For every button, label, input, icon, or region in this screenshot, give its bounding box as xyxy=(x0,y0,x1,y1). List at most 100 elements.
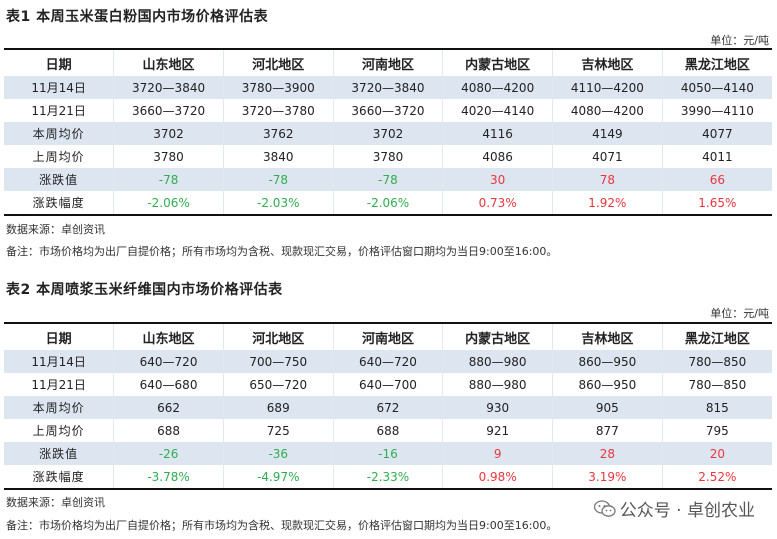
change-cell: 28 xyxy=(552,442,663,465)
price-cell: 3720—3840 xyxy=(333,76,444,99)
price-cell: 860—950 xyxy=(552,373,663,396)
table1-header-cell: 吉林地区 xyxy=(552,50,663,76)
price-cell: 3660—3720 xyxy=(333,99,444,122)
change-pct-cell: 3.19% xyxy=(552,465,663,488)
price-cell: 640—720 xyxy=(113,350,224,373)
table-row: 涨跌值 -78 -78 -78 30 78 66 xyxy=(4,168,772,191)
price-cell: 921 xyxy=(442,419,554,442)
table-row: 11月14日 640—720 700—750 640—720 880—980 8… xyxy=(4,350,772,373)
change-pct-cell: -3.78% xyxy=(113,465,224,488)
price-cell: 930 xyxy=(442,396,554,419)
price-cell: 4110—4200 xyxy=(552,76,663,99)
price-cell: 905 xyxy=(552,396,663,419)
table-row: 本周均价 662 689 672 930 905 815 xyxy=(4,396,772,419)
table1-bottom-rule xyxy=(4,214,772,216)
price-cell: 640—720 xyxy=(333,350,444,373)
price-cell: 3720—3780 xyxy=(223,99,334,122)
change-cell: -78 xyxy=(333,168,444,191)
row-label: 涨跌值 xyxy=(4,168,115,191)
change-pct-cell: -2.33% xyxy=(333,465,444,488)
change-cell: 66 xyxy=(662,168,772,191)
price-cell: 3720—3840 xyxy=(113,76,224,99)
price-cell: 815 xyxy=(662,396,772,419)
table-row: 涨跌幅度 -2.06% -2.03% -2.06% 0.73% 1.92% 1.… xyxy=(4,191,772,214)
price-cell: 3762 xyxy=(223,122,334,145)
row-label: 涨跌值 xyxy=(4,442,115,465)
table-row: 上周均价 688 725 688 921 877 795 xyxy=(4,419,772,442)
price-cell: 689 xyxy=(223,396,334,419)
table1-header-cell: 日期 xyxy=(4,50,115,76)
price-cell: 672 xyxy=(333,396,444,419)
table2-unit: 单位：元/吨 xyxy=(710,307,769,320)
change-pct-cell: -2.03% xyxy=(223,191,334,214)
change-cell: -78 xyxy=(113,168,224,191)
price-cell: 688 xyxy=(113,419,224,442)
table2-bottom-rule xyxy=(4,488,772,490)
table1-remark: 备注：市场价格均为出厂自提价格；所有市场均为含税、现款现汇交易，价格评估窗口期均… xyxy=(6,245,558,258)
price-cell: 877 xyxy=(552,419,663,442)
table1-top-rule xyxy=(4,48,772,50)
watermark: 公众号 · 卓创农业 xyxy=(593,496,755,523)
price-cell: 3702 xyxy=(333,122,444,145)
price-cell: 640—700 xyxy=(333,373,444,396)
price-cell: 3780 xyxy=(113,145,224,168)
price-cell: 4086 xyxy=(442,145,554,168)
row-label: 上周均价 xyxy=(4,419,115,442)
price-cell: 780—850 xyxy=(688,377,747,392)
table1: 日期 山东地区 河北地区 河南地区 内蒙古地区 吉林地区 黑龙江地区 11月14… xyxy=(4,50,772,214)
change-pct-cell: -2.06% xyxy=(333,191,444,214)
change-cell: -78 xyxy=(223,168,334,191)
price-cell: 3990—4110 xyxy=(680,103,754,118)
change-pct-cell: -2.06% xyxy=(113,191,224,214)
table1-header-cell: 河北地区 xyxy=(223,50,334,76)
table2-header-cell: 山东地区 xyxy=(113,324,224,350)
price-cell: 688 xyxy=(333,419,444,442)
row-label: 涨跌幅度 xyxy=(4,191,115,214)
table2-header-cell: 吉林地区 xyxy=(552,324,663,350)
table-row: 上周均价 3780 3840 3780 4086 4071 4011 xyxy=(4,145,772,168)
table1-header-cell: 黑龙江地区 xyxy=(684,57,750,73)
table-row: 11月21日 640—680 650—720 640—700 880—980 8… xyxy=(4,373,772,396)
price-cell: 4050—4140 xyxy=(662,76,772,99)
price-cell: 780—850 xyxy=(662,350,772,373)
row-label: 11月21日 xyxy=(4,373,115,396)
price-cell: 4011 xyxy=(702,149,733,164)
table2-remark: 备注：市场价格均为出厂自提价格；所有市场均为含税、现款现汇交易，价格评估窗口期均… xyxy=(6,519,558,532)
price-cell: 4149 xyxy=(552,122,663,145)
table2-header-cell: 河南地区 xyxy=(333,324,444,350)
table-row: 11月14日 3720—3840 3780—3900 3720—3840 408… xyxy=(4,76,772,99)
price-cell: 4020—4140 xyxy=(442,99,554,122)
change-pct-cell: 1.65% xyxy=(698,195,737,210)
table2-header-cell: 河北地区 xyxy=(223,324,334,350)
watermark-text: 公众号 · 卓创农业 xyxy=(619,501,755,521)
table-row: 本周均价 3702 3762 3702 4116 4149 4077 xyxy=(4,122,772,145)
row-label: 11月21日 xyxy=(4,99,115,122)
table1-header-cell: 河南地区 xyxy=(333,50,444,76)
change-pct-cell: 2.52% xyxy=(698,469,737,484)
change-cell: -16 xyxy=(333,442,444,465)
table1-header-row: 日期 山东地区 河北地区 河南地区 内蒙古地区 吉林地区 黑龙江地区 xyxy=(4,50,772,76)
table-row: 涨跌值 -26 -36 -16 9 28 20 xyxy=(4,442,772,465)
change-cell: 30 xyxy=(442,168,554,191)
table2-header-row: 日期 山东地区 河北地区 河南地区 内蒙古地区 吉林地区 黑龙江地区 xyxy=(4,324,772,350)
price-cell: 662 xyxy=(113,396,224,419)
change-pct-cell: 0.73% xyxy=(442,191,554,214)
table-row: 涨跌幅度 -3.78% -4.97% -2.33% 0.98% 3.19% 2.… xyxy=(4,465,772,488)
row-label: 上周均价 xyxy=(4,145,115,168)
wechat-icon xyxy=(593,499,616,523)
row-label: 11月14日 xyxy=(4,350,115,373)
row-label: 本周均价 xyxy=(4,122,115,145)
change-pct-cell: 0.98% xyxy=(442,465,554,488)
price-cell: 3660—3720 xyxy=(113,99,224,122)
table1-source: 数据来源：卓创资讯 xyxy=(6,223,105,236)
price-cell: 4077 xyxy=(662,122,772,145)
change-cell: 20 xyxy=(662,442,772,465)
price-cell: 640—680 xyxy=(113,373,224,396)
table1-unit: 单位：元/吨 xyxy=(710,34,769,47)
price-cell: 3840 xyxy=(223,145,334,168)
price-cell: 4080—4200 xyxy=(442,76,554,99)
price-cell: 725 xyxy=(223,419,334,442)
table2-header-cell: 内蒙古地区 xyxy=(442,324,554,350)
price-cell: 4116 xyxy=(442,122,554,145)
price-cell: 880—980 xyxy=(442,373,554,396)
